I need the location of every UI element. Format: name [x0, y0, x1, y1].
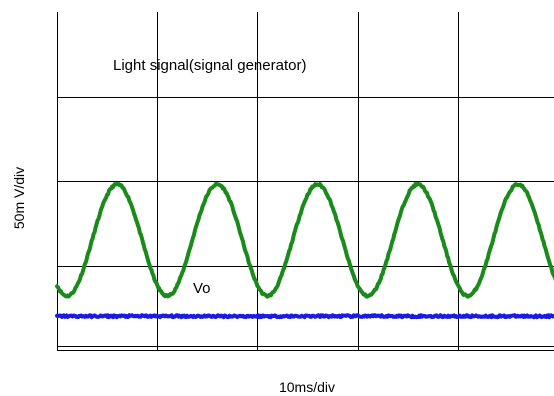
- x-axis-label: 10ms/div: [279, 379, 335, 395]
- y-axis-label: 50m V/div: [11, 167, 27, 229]
- trace-label-light-signal: Light signal(signal generator): [113, 57, 306, 74]
- vo-trace: [55, 313, 554, 320]
- signal-traces: [55, 181, 554, 320]
- plot-grid: [57, 12, 554, 351]
- chart-annotations: Light signal(signal generator) Vo 10ms/d…: [11, 57, 335, 395]
- light-signal-trace: [55, 181, 554, 299]
- trace-label-vo: Vo: [193, 280, 211, 297]
